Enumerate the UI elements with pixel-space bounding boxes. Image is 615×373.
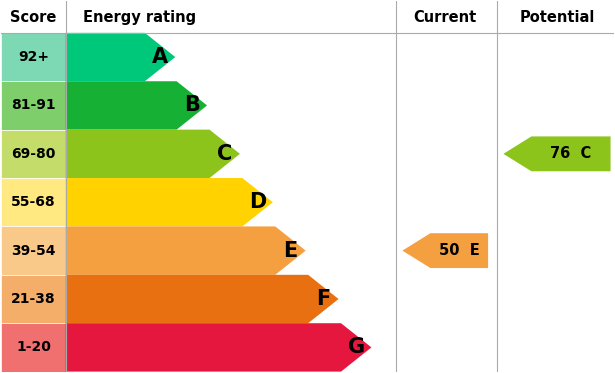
Text: 1-20: 1-20 <box>16 341 51 354</box>
Text: F: F <box>316 289 330 309</box>
Polygon shape <box>402 233 488 268</box>
Polygon shape <box>66 81 207 130</box>
Bar <box>1 323 66 372</box>
Text: 50  E: 50 E <box>439 243 480 258</box>
Text: 92+: 92+ <box>18 50 49 64</box>
Bar <box>1 33 66 81</box>
Text: D: D <box>249 192 266 212</box>
Text: B: B <box>184 95 200 116</box>
Text: Score: Score <box>10 10 57 25</box>
Text: G: G <box>347 338 365 357</box>
Text: 69-80: 69-80 <box>11 147 56 161</box>
Text: Current: Current <box>414 10 477 25</box>
Text: 55-68: 55-68 <box>11 195 56 209</box>
Bar <box>1 275 66 323</box>
Polygon shape <box>66 226 306 275</box>
Polygon shape <box>66 275 338 323</box>
Polygon shape <box>66 178 273 226</box>
Polygon shape <box>66 33 175 81</box>
Text: 21-38: 21-38 <box>11 292 56 306</box>
Text: C: C <box>217 144 232 164</box>
Text: 81-91: 81-91 <box>11 98 56 112</box>
Text: 76  C: 76 C <box>550 146 592 162</box>
Polygon shape <box>66 323 371 372</box>
Bar <box>1 130 66 178</box>
Bar <box>1 81 66 130</box>
Text: A: A <box>152 47 168 67</box>
Text: Potential: Potential <box>519 10 595 25</box>
Text: E: E <box>284 241 298 261</box>
Bar <box>1 178 66 226</box>
Polygon shape <box>66 130 240 178</box>
Text: Energy rating: Energy rating <box>82 10 196 25</box>
Text: 39-54: 39-54 <box>11 244 56 258</box>
Polygon shape <box>504 137 611 171</box>
Bar <box>1 226 66 275</box>
